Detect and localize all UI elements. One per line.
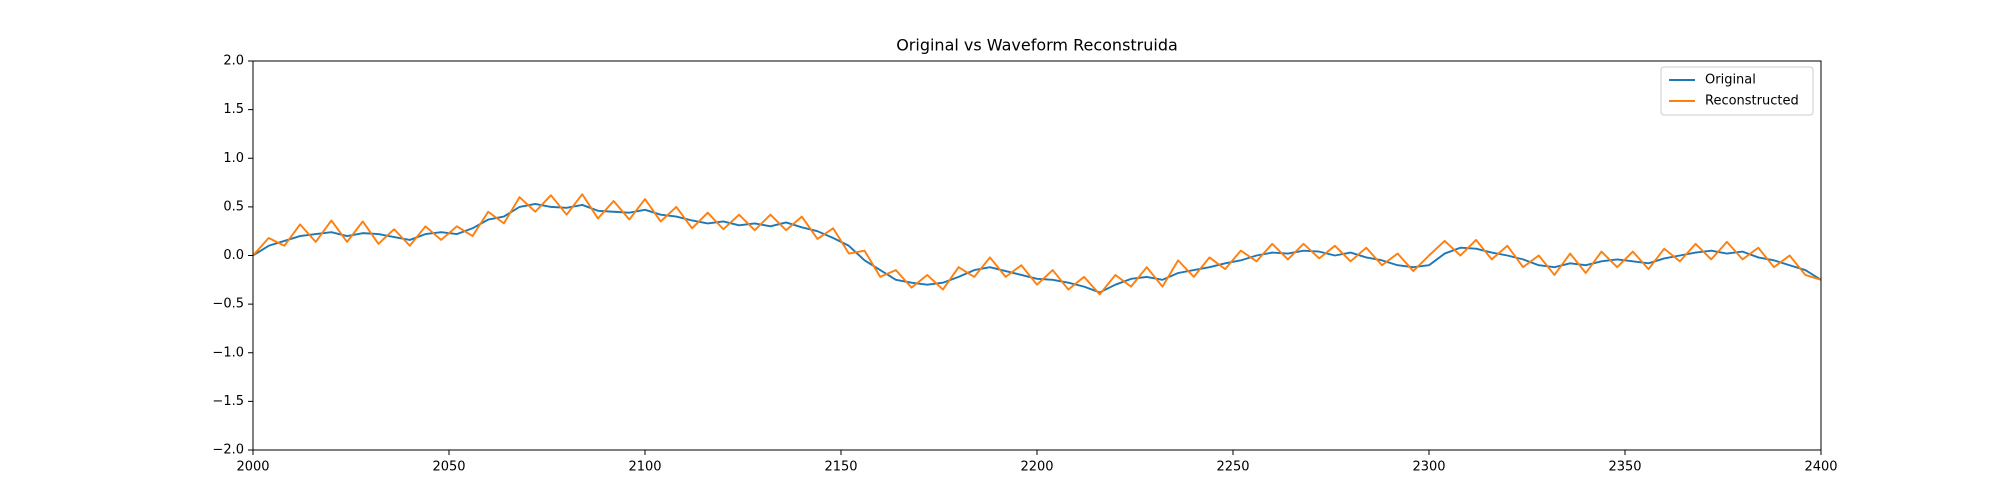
chart-title: Original vs Waveform Reconstruida bbox=[896, 36, 1178, 55]
x-tick-label: 2250 bbox=[1216, 460, 1249, 475]
y-tick-label: 1.5 bbox=[223, 102, 244, 117]
x-tick-label: 2000 bbox=[236, 460, 269, 475]
x-tick-label: 2100 bbox=[628, 460, 661, 475]
x-tick-label: 2150 bbox=[824, 460, 857, 475]
plot-frame bbox=[252, 60, 1822, 451]
y-tick-label: −1.5 bbox=[212, 394, 244, 409]
y-tick-label: −0.5 bbox=[212, 297, 244, 312]
x-tick-label: 2200 bbox=[1020, 460, 1053, 475]
y-tick-label: 2.0 bbox=[223, 54, 244, 69]
legend-box bbox=[1660, 66, 1814, 116]
legend-label: Original bbox=[1705, 73, 1756, 88]
data-line bbox=[253, 193, 1821, 296]
x-tick-label: 2350 bbox=[1608, 460, 1641, 475]
y-tick-label: 1.0 bbox=[223, 151, 244, 166]
x-tick-label: 2300 bbox=[1412, 460, 1445, 475]
data-line bbox=[253, 203, 1821, 294]
x-tick-label: 2400 bbox=[1804, 460, 1837, 475]
y-tick-label: 0.5 bbox=[223, 199, 244, 214]
y-tick-label: −2.0 bbox=[212, 443, 244, 458]
legend-label: Reconstructed bbox=[1705, 94, 1799, 109]
x-tick-label: 2050 bbox=[432, 460, 465, 475]
y-tick-label: 0.0 bbox=[223, 248, 244, 263]
y-tick-label: −1.0 bbox=[212, 345, 244, 360]
